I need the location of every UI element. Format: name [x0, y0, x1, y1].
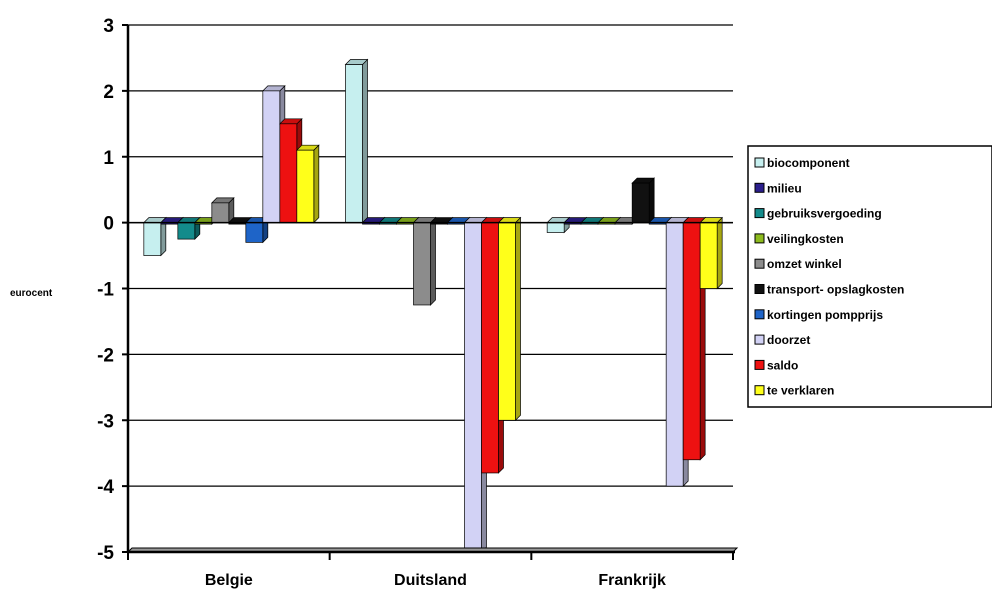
legend-swatch	[754, 258, 765, 269]
legend-swatch	[754, 359, 765, 370]
axes: 3 2 1 0 -1 -2 -3 -4 -5 Belgie Duitsland Frankrijk	[97, 16, 739, 589]
bar	[412, 216, 437, 306]
bar	[344, 58, 369, 224]
category-label: Duitsland	[394, 572, 467, 589]
legend: biocomponent milieu gebruiksvergoeding veil…	[747, 145, 992, 408]
legend-item: veilingkosten	[754, 232, 844, 246]
y-tick-label: -4	[97, 477, 114, 498]
legend-label: biocomponent	[767, 156, 850, 170]
legend-label: milieu	[767, 181, 802, 195]
y-tick-label: -3	[97, 411, 114, 432]
legend-label: omzet winkel	[767, 257, 842, 271]
y-tick-label: -2	[97, 345, 114, 366]
legend-label: kortingen pompprijs	[767, 308, 883, 322]
legend-swatch	[754, 157, 765, 168]
bar	[699, 216, 724, 290]
legend-label: gebruiksvergoeding	[767, 207, 882, 221]
legend-swatch	[754, 284, 765, 294]
bar	[295, 144, 320, 224]
legend-swatch	[754, 334, 765, 345]
category-label: Belgie	[205, 572, 253, 589]
bar	[631, 177, 656, 224]
legend-swatch	[754, 309, 765, 320]
legend-swatch	[754, 182, 765, 193]
bar	[210, 197, 235, 224]
legend-item: doorzet	[754, 333, 810, 347]
legend-item: kortingen pompprijs	[754, 308, 883, 322]
legend-swatch	[754, 233, 765, 244]
bar	[546, 216, 571, 234]
bars	[142, 58, 724, 553]
legend-label: te verklaren	[767, 384, 834, 398]
category-label: Frankrijk	[598, 572, 666, 589]
legend-item: transport- opslagkosten	[754, 283, 904, 297]
legend-label: saldo	[767, 358, 798, 372]
legend-label: veilingkosten	[767, 232, 844, 246]
legend-label: doorzet	[767, 333, 810, 347]
y-tick-label: -1	[97, 280, 114, 301]
y-tick-label: 3	[103, 16, 114, 37]
legend-item: biocomponent	[754, 156, 850, 170]
legend-item: saldo	[754, 358, 798, 372]
y-tick-label: 1	[103, 148, 114, 169]
y-tick-label: -5	[97, 543, 114, 564]
bar	[497, 216, 522, 422]
y-tick-label: 2	[103, 82, 114, 103]
legend-item: milieu	[754, 181, 802, 195]
legend-item: omzet winkel	[754, 257, 842, 271]
y-axis-label: eurocent	[10, 288, 53, 299]
legend-swatch	[754, 385, 765, 396]
y-tick-label: 0	[103, 214, 114, 235]
legend-swatch	[754, 208, 765, 219]
bar	[244, 216, 269, 244]
legend-item: gebruiksvergoeding	[754, 207, 882, 221]
legend-item: te verklaren	[754, 384, 834, 398]
legend-label: transport- opslagkosten	[767, 283, 904, 297]
legend-box	[747, 145, 992, 408]
